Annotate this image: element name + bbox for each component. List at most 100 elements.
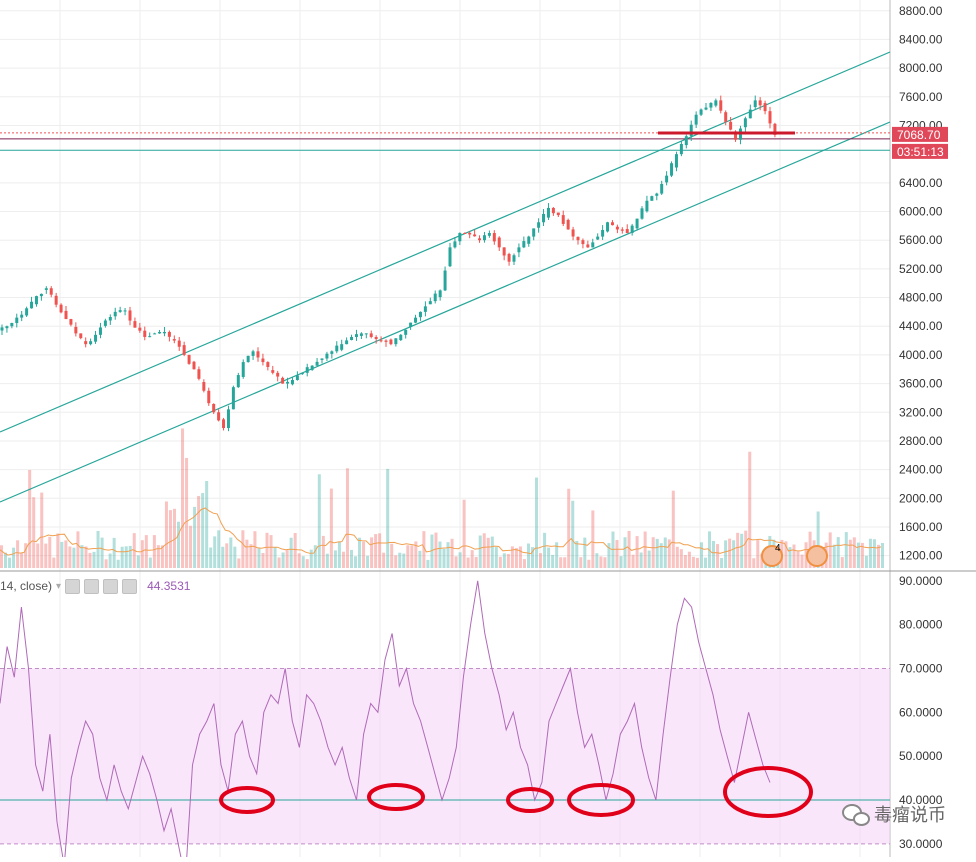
- candle-body: [532, 228, 536, 237]
- volume-bar: [152, 535, 156, 568]
- volume-bar: [366, 555, 370, 568]
- candle-body: [226, 409, 230, 429]
- rsi-tick-label: 40.0000: [899, 793, 943, 807]
- price-tick-label: 5200.00: [899, 262, 943, 276]
- candle-body: [172, 339, 176, 341]
- candle-body: [300, 372, 304, 375]
- candle-body: [537, 222, 541, 228]
- volume-bar: [370, 537, 374, 568]
- rsi-legend-label: 14, close): [0, 579, 53, 593]
- volume-bar: [876, 544, 880, 568]
- volume-bar: [623, 537, 627, 568]
- volume-bar: [277, 557, 281, 568]
- rsi-value: 44.3531: [147, 579, 191, 593]
- volume-bar: [627, 530, 631, 568]
- candle-body: [581, 240, 585, 245]
- close-icon[interactable]: [122, 578, 138, 594]
- volume-bar: [720, 558, 724, 568]
- candle-body: [103, 320, 107, 326]
- settings-dropdown-icon[interactable]: ▾: [56, 580, 62, 592]
- watermark: 毒瘤说币: [842, 801, 946, 827]
- volume-bar: [647, 550, 651, 568]
- volume-bar: [16, 540, 20, 568]
- volume-bar: [792, 544, 796, 568]
- volume-bar: [522, 559, 526, 568]
- eye-icon[interactable]: [65, 578, 81, 594]
- volume-bar: [607, 543, 611, 568]
- volume-bar: [426, 559, 430, 568]
- volume-bar: [595, 553, 599, 568]
- volume-bar: [840, 557, 844, 568]
- candle-body: [251, 351, 255, 356]
- plus-icon[interactable]: [103, 578, 119, 594]
- volume-bar: [329, 488, 333, 568]
- candle-body: [369, 333, 373, 337]
- volume-bar: [241, 530, 245, 568]
- channel-lower-line: [0, 121, 891, 503]
- volume-bar: [506, 553, 510, 568]
- rsi-line: [0, 580, 771, 862]
- volume-bar: [752, 558, 756, 568]
- volume-bar: [663, 537, 667, 568]
- candle-body: [64, 310, 68, 320]
- price-tick-label: 3600.00: [899, 377, 943, 391]
- candle-body: [409, 322, 413, 328]
- event-badge: [761, 545, 783, 567]
- candle-body: [94, 334, 98, 342]
- candle-body: [158, 331, 162, 334]
- volume-bar: [478, 535, 482, 568]
- volume-bar: [124, 546, 128, 568]
- volume-bar: [691, 556, 695, 568]
- volume-bar: [128, 545, 132, 568]
- volume-bar: [699, 542, 703, 568]
- volume-bar: [164, 501, 168, 568]
- candle-body: [487, 233, 491, 236]
- volume-bar: [333, 550, 337, 568]
- candle-body: [748, 109, 752, 119]
- price-tick-label: 8400.00: [899, 32, 943, 46]
- volume-bar: [0, 545, 4, 568]
- price-tick-label: 1600.00: [899, 520, 943, 534]
- volume-bar: [325, 553, 329, 568]
- candle-body: [463, 233, 467, 235]
- volume-bar: [587, 559, 591, 568]
- volume-bar: [317, 474, 321, 568]
- candle-body: [384, 340, 388, 342]
- volume-bar: [848, 539, 852, 568]
- volume-bar: [185, 458, 189, 568]
- volume-bar: [52, 557, 56, 568]
- volume-bar: [514, 548, 518, 568]
- volume-bar: [756, 540, 760, 568]
- candle-body: [473, 234, 477, 237]
- volume-bar: [531, 547, 535, 568]
- volume-bar: [816, 511, 820, 568]
- price-tick-label: 4800.00: [899, 291, 943, 305]
- volume-bar: [675, 546, 679, 568]
- volume-bar: [462, 499, 466, 568]
- volume-bar: [72, 547, 76, 568]
- volume-bar: [728, 538, 732, 568]
- volume-bar: [390, 543, 394, 568]
- hand-drawn-circle: [567, 783, 635, 817]
- rsi-tick-label: 90.0000: [899, 574, 943, 588]
- volume-bar: [575, 540, 579, 568]
- candle-body: [118, 310, 122, 312]
- volume-bar: [526, 543, 530, 568]
- volume-bar: [671, 490, 675, 568]
- volume-bar: [740, 533, 744, 568]
- volume-bar: [253, 531, 257, 568]
- candle-body: [69, 319, 73, 325]
- volume-bar: [418, 550, 422, 568]
- candle-body: [507, 253, 511, 262]
- gear-icon[interactable]: [84, 578, 100, 594]
- candle-body: [694, 114, 698, 125]
- candle-body: [236, 375, 240, 388]
- volume-bar: [454, 556, 458, 568]
- volume-bar: [543, 532, 547, 568]
- volume-bar: [108, 553, 112, 568]
- candle-body: [453, 241, 457, 248]
- candle-body: [222, 419, 226, 429]
- volume-bar: [458, 552, 462, 568]
- price-tick-label: 2000.00: [899, 491, 943, 505]
